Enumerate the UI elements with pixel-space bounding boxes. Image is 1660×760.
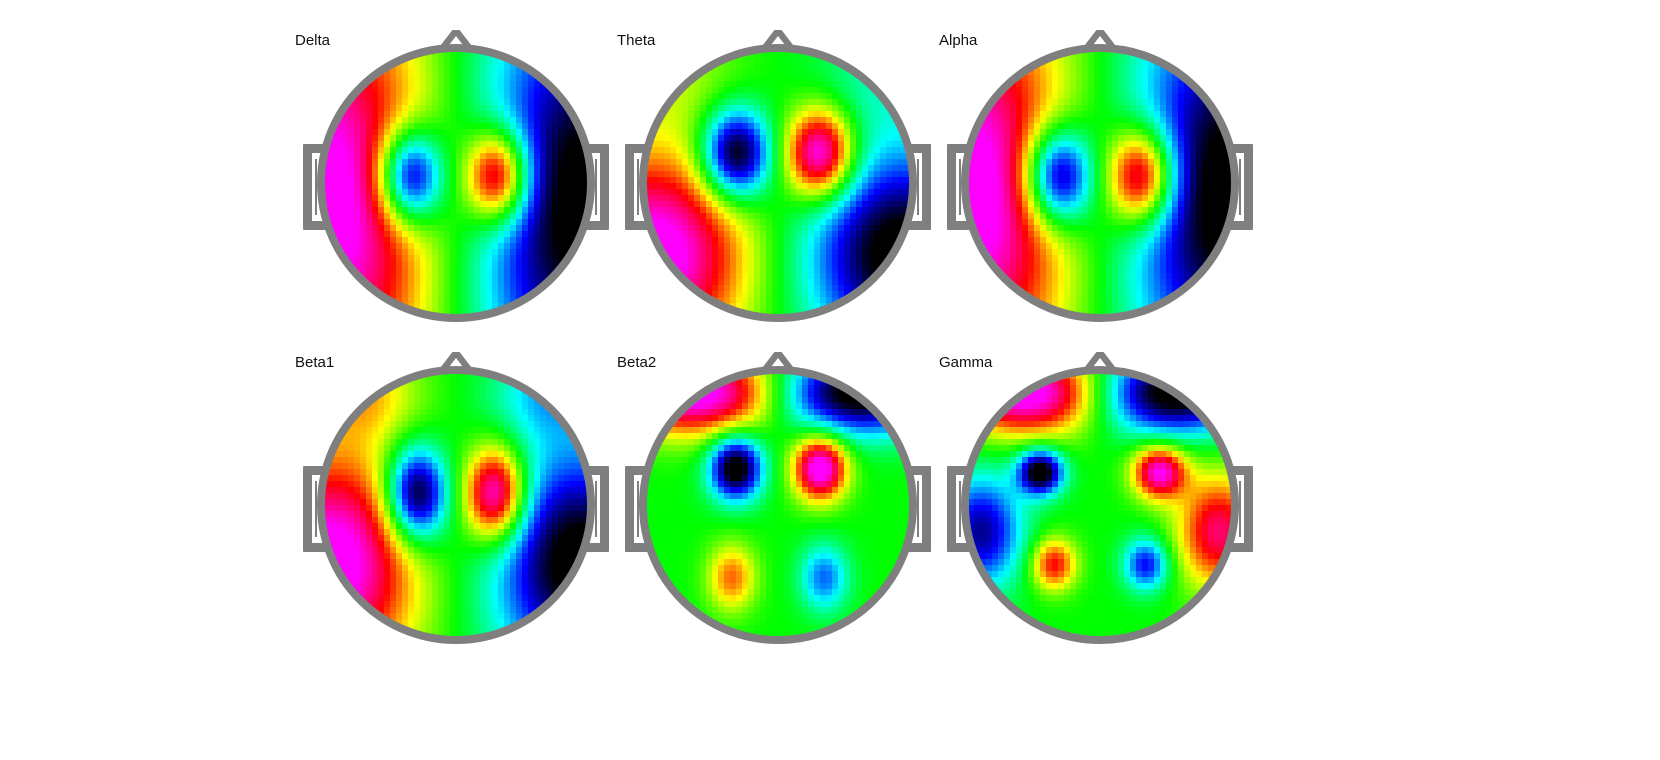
nose-inner bbox=[771, 358, 785, 367]
topomap-label: Beta2 bbox=[617, 354, 657, 371]
scalp-topomap-beta2 bbox=[625, 352, 931, 644]
topomap-beta1: Beta1 bbox=[295, 352, 625, 692]
head-outline bbox=[961, 44, 1239, 322]
topomap-beta2: Beta2 bbox=[617, 352, 947, 692]
nose-inner bbox=[449, 358, 463, 367]
scalp-field bbox=[646, 51, 910, 315]
head-outline bbox=[317, 44, 595, 322]
head-outline bbox=[961, 366, 1239, 644]
scalp-field bbox=[646, 373, 910, 637]
head-outline bbox=[639, 366, 917, 644]
scalp-field bbox=[324, 51, 588, 315]
topomap-label: Theta bbox=[617, 32, 656, 49]
topomap-gamma: Gamma bbox=[939, 352, 1269, 692]
head-outline bbox=[639, 44, 917, 322]
nose-inner bbox=[771, 36, 785, 45]
topomap-alpha: Alpha bbox=[939, 30, 1269, 370]
head-outline bbox=[317, 366, 595, 644]
nose-inner bbox=[449, 36, 463, 45]
scalp-topomap-beta1 bbox=[303, 352, 609, 644]
scalp-topomap-gamma bbox=[947, 352, 1253, 644]
topomap-label: Gamma bbox=[939, 354, 993, 371]
scalp-topomap-alpha bbox=[947, 30, 1253, 322]
nose-inner bbox=[1093, 358, 1107, 367]
topomap-label: Delta bbox=[295, 32, 331, 49]
nose-inner bbox=[1093, 36, 1107, 45]
topomap-delta: Delta bbox=[295, 30, 625, 370]
scalp-topomap-delta bbox=[303, 30, 609, 322]
topomap-label: Beta1 bbox=[295, 354, 335, 371]
topomap-label: Alpha bbox=[939, 32, 978, 49]
scalp-field bbox=[968, 51, 1232, 315]
topomap-theta: Theta bbox=[617, 30, 947, 370]
scalp-topomap-theta bbox=[625, 30, 931, 322]
